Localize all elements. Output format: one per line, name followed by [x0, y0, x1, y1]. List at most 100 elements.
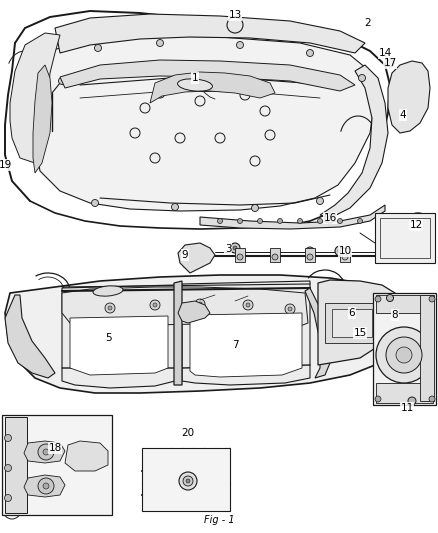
- Polygon shape: [388, 61, 430, 133]
- Circle shape: [38, 478, 54, 494]
- Text: 15: 15: [353, 328, 367, 338]
- Circle shape: [307, 254, 313, 260]
- Text: Fig - 1: Fig - 1: [204, 515, 234, 525]
- Polygon shape: [24, 441, 65, 463]
- Polygon shape: [178, 243, 215, 273]
- Circle shape: [156, 39, 163, 46]
- Polygon shape: [70, 316, 168, 375]
- Circle shape: [317, 198, 324, 205]
- Circle shape: [395, 103, 405, 113]
- Circle shape: [338, 249, 342, 253]
- Circle shape: [92, 199, 99, 206]
- Circle shape: [413, 220, 423, 230]
- Circle shape: [237, 254, 243, 260]
- Circle shape: [218, 219, 223, 223]
- Circle shape: [140, 103, 150, 113]
- Bar: [305, 248, 315, 262]
- Circle shape: [288, 307, 292, 311]
- Circle shape: [95, 44, 102, 52]
- Circle shape: [250, 156, 260, 166]
- Circle shape: [233, 246, 237, 250]
- Circle shape: [307, 50, 314, 56]
- Ellipse shape: [93, 286, 123, 296]
- Polygon shape: [65, 441, 108, 471]
- Circle shape: [386, 295, 393, 302]
- Circle shape: [195, 299, 205, 309]
- Circle shape: [396, 347, 412, 363]
- Text: 11: 11: [400, 403, 413, 413]
- Circle shape: [376, 327, 432, 383]
- Circle shape: [215, 133, 225, 143]
- Circle shape: [325, 213, 335, 223]
- Circle shape: [278, 219, 283, 223]
- Circle shape: [398, 106, 402, 110]
- Circle shape: [342, 254, 348, 260]
- Bar: [5, 417, 27, 513]
- Bar: [270, 248, 280, 262]
- Circle shape: [377, 307, 393, 323]
- Circle shape: [237, 219, 243, 223]
- Polygon shape: [35, 36, 375, 211]
- Circle shape: [272, 254, 278, 260]
- Bar: [376, 383, 433, 403]
- Text: 19: 19: [0, 160, 12, 170]
- Bar: [420, 295, 434, 401]
- Bar: [380, 218, 430, 258]
- Bar: [340, 248, 350, 262]
- Bar: [373, 293, 436, 405]
- Circle shape: [150, 300, 160, 310]
- Circle shape: [183, 476, 193, 486]
- Circle shape: [246, 303, 250, 307]
- Polygon shape: [5, 295, 55, 378]
- Circle shape: [375, 396, 381, 402]
- Text: 10: 10: [339, 246, 352, 256]
- Circle shape: [195, 96, 205, 106]
- Bar: [235, 248, 245, 262]
- Bar: [332, 309, 372, 337]
- Circle shape: [386, 337, 422, 373]
- Circle shape: [179, 472, 197, 490]
- Circle shape: [59, 77, 66, 85]
- Circle shape: [4, 495, 11, 502]
- Circle shape: [227, 17, 243, 33]
- Circle shape: [285, 304, 295, 314]
- Text: 9: 9: [182, 250, 188, 260]
- Circle shape: [43, 483, 49, 489]
- Circle shape: [429, 296, 435, 302]
- Circle shape: [306, 247, 314, 255]
- Circle shape: [258, 219, 262, 223]
- Polygon shape: [5, 275, 410, 393]
- Text: 6: 6: [349, 308, 355, 318]
- Text: 7: 7: [232, 340, 238, 350]
- Ellipse shape: [177, 79, 212, 91]
- Circle shape: [175, 133, 185, 143]
- Circle shape: [186, 479, 190, 483]
- Circle shape: [4, 434, 11, 441]
- Text: 8: 8: [392, 310, 398, 320]
- Text: 17: 17: [383, 58, 397, 68]
- Circle shape: [297, 219, 303, 223]
- Circle shape: [335, 246, 345, 256]
- Circle shape: [220, 67, 230, 77]
- Text: 2: 2: [365, 18, 371, 28]
- Circle shape: [318, 219, 322, 223]
- Text: 3: 3: [225, 244, 231, 254]
- Polygon shape: [55, 14, 365, 53]
- Bar: [325, 303, 380, 343]
- Bar: [376, 295, 433, 313]
- Circle shape: [105, 303, 115, 313]
- Polygon shape: [60, 60, 355, 91]
- Circle shape: [230, 243, 240, 253]
- Circle shape: [429, 396, 435, 402]
- Polygon shape: [182, 281, 310, 385]
- Circle shape: [172, 204, 179, 211]
- Circle shape: [38, 444, 54, 460]
- Text: 18: 18: [48, 443, 62, 453]
- Polygon shape: [62, 287, 308, 328]
- Polygon shape: [150, 72, 275, 103]
- Circle shape: [153, 303, 157, 307]
- Polygon shape: [62, 285, 175, 388]
- Text: 4: 4: [400, 110, 406, 120]
- Circle shape: [375, 296, 381, 302]
- Text: 5: 5: [105, 333, 111, 343]
